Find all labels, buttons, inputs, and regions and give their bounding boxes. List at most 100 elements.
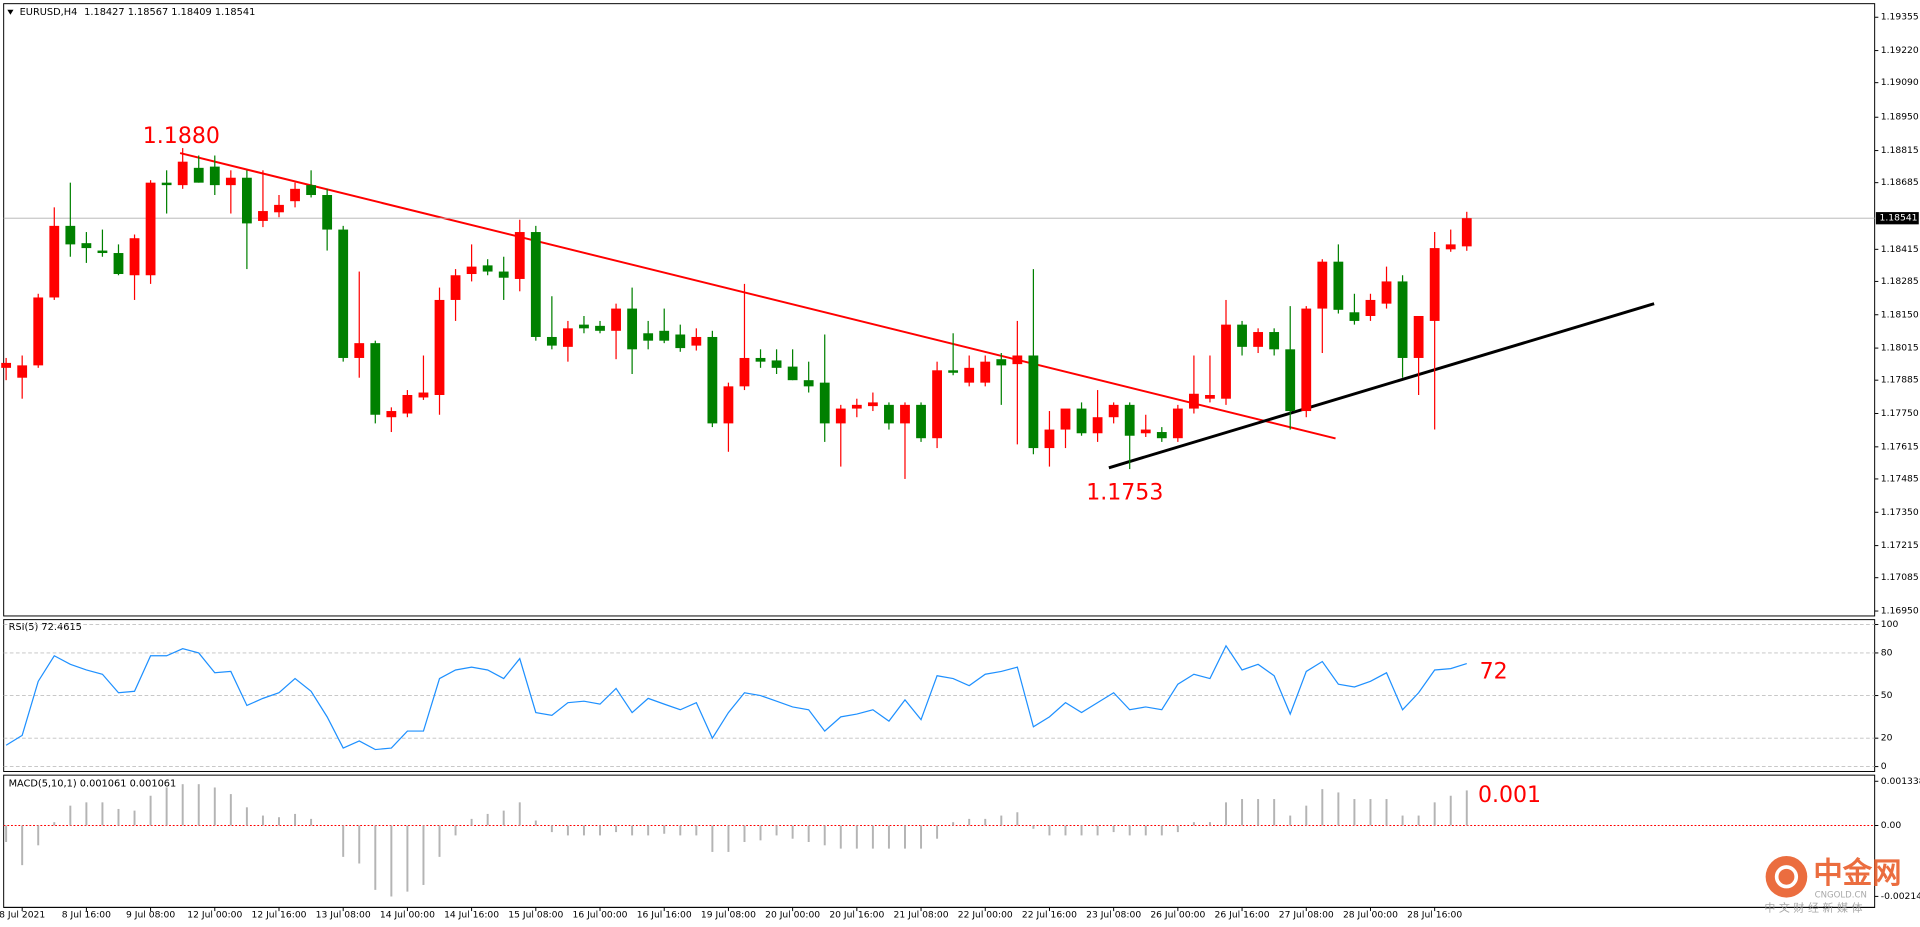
candle-body: [49, 225, 60, 298]
candle-body: [1269, 332, 1280, 350]
x-tick-label: 12 Jul 00:00: [187, 909, 242, 920]
current-price-label: 1.18541: [1880, 213, 1918, 224]
resistance-trendline: [179, 152, 1336, 440]
y-tick-label: 1.18285: [1881, 276, 1919, 287]
candle-body: [225, 177, 236, 186]
watermark-name: 中金网: [1813, 856, 1901, 890]
candle-body: [563, 328, 573, 347]
candle-body: [739, 357, 750, 387]
candle-body: [1285, 349, 1296, 412]
current-price-box: [1875, 212, 1919, 225]
high-annotation: 1.1880: [143, 124, 220, 149]
y-tick-label: 1.18015: [1881, 343, 1919, 354]
candle-body: [691, 336, 702, 346]
x-tick-label: 14 Jul 00:00: [380, 909, 435, 920]
macd-signal: 0.001061: [130, 779, 177, 790]
candle-body: [1365, 299, 1376, 316]
candle-body: [17, 365, 28, 378]
macd-title: MACD(5,10,1): [9, 779, 77, 790]
y-tick-label: 0.00: [1881, 820, 1902, 831]
candle-body: [161, 182, 172, 186]
x-tick-label: 27 Jul 08:00: [1279, 909, 1334, 920]
candle-body: [1253, 332, 1264, 347]
candle-body: [1044, 429, 1055, 449]
candle-body: [306, 185, 316, 196]
x-tick-label: 22 Jul 00:00: [958, 909, 1013, 920]
y-tick-label: 1.16950: [1881, 606, 1919, 617]
x-tick-label: 16 Jul 00:00: [573, 909, 628, 920]
x-tick-label: 28 Jul 16:00: [1407, 909, 1462, 920]
candle-body: [1028, 355, 1039, 449]
candle-body: [819, 382, 830, 424]
y-tick-label: 0: [1881, 761, 1887, 772]
candle-body: [803, 380, 814, 387]
y-tick-label: 1.17350: [1881, 507, 1919, 518]
watermark: 中金网 CNGOLD.CN 中 文 财 经 新 媒 体: [1764, 856, 1901, 915]
candle-body: [627, 308, 638, 350]
candle-body: [1349, 312, 1360, 321]
y-tick-label: 1.17615: [1881, 441, 1919, 452]
candle-body: [1461, 218, 1472, 247]
candle-body: [787, 366, 798, 381]
candle-body: [290, 188, 300, 202]
y-tick-label: 1.17085: [1881, 572, 1919, 583]
rsi-annotation: 72: [1480, 659, 1508, 684]
candle-body: [643, 333, 654, 341]
candle-body: [948, 370, 959, 373]
candle-body: [771, 360, 782, 368]
rsi-header: RSI(5) 72.4615: [9, 622, 82, 633]
candle-body: [595, 325, 605, 331]
candle-body: [867, 402, 878, 407]
candle-body: [1189, 393, 1199, 409]
candle-body: [884, 404, 894, 424]
candle-body: [434, 299, 445, 395]
candle-body: [322, 195, 333, 230]
x-tick-label: 22 Jul 16:00: [1022, 909, 1077, 920]
candle-body: [1092, 417, 1103, 434]
x-tick-label: 23 Jul 08:00: [1086, 909, 1141, 920]
x-tick-label: 15 Jul 08:00: [508, 909, 563, 920]
candle-body: [996, 359, 1007, 366]
header-close: 1.18541: [215, 7, 255, 18]
y-tick-label: -0.002146: [1881, 891, 1920, 902]
y-tick-label: 1.17750: [1881, 408, 1919, 419]
candle-body: [81, 243, 92, 249]
candle-body: [1317, 261, 1328, 309]
header-high: 1.18567: [128, 7, 168, 18]
main-pane: [3, 3, 1876, 617]
y-tick-label: 80: [1881, 647, 1893, 658]
low-annotation: 1.1753: [1086, 481, 1163, 506]
x-tick-label: 14 Jul 16:00: [444, 909, 499, 920]
y-tick-label: 1.18950: [1881, 112, 1919, 123]
candle-body: [370, 343, 381, 415]
candle-body: [241, 177, 252, 224]
candle-body: [675, 334, 686, 349]
candle-body: [723, 386, 734, 424]
x-tick-label: 19 Jul 08:00: [701, 909, 756, 920]
rsi-value: 72.4615: [41, 622, 81, 633]
candle-body: [611, 308, 621, 331]
candle-body: [129, 238, 140, 276]
candle-body: [1429, 248, 1440, 321]
y-tick-label: 1.18815: [1881, 145, 1919, 156]
logo-ring: [1774, 865, 1799, 889]
candle-body: [1140, 429, 1151, 434]
candle-body: [33, 297, 44, 366]
candle-body: [1124, 404, 1135, 436]
candle-body: [851, 404, 862, 409]
watermark-tagline: 中 文 财 经 新 媒 体: [1764, 901, 1862, 915]
candle-body: [932, 370, 942, 439]
x-tick-label: 26 Jul 16:00: [1215, 909, 1270, 920]
candle-body: [209, 166, 220, 186]
candle-body: [418, 392, 429, 398]
x-tick-label: 16 Jul 16:00: [637, 909, 692, 920]
candle-body: [916, 404, 926, 439]
candle-body: [514, 232, 525, 279]
y-tick-label: 1.17215: [1881, 540, 1919, 551]
x-tick-label: 20 Jul 00:00: [765, 909, 820, 920]
candle-body: [1445, 244, 1456, 250]
candle-body: [1413, 315, 1424, 358]
candle-body: [659, 330, 670, 341]
